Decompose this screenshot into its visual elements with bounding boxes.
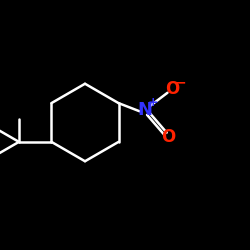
Text: +: + (148, 96, 158, 108)
Text: O: O (162, 128, 176, 146)
Text: O: O (166, 80, 179, 98)
Text: −: − (175, 76, 186, 90)
Text: N: N (138, 101, 152, 119)
